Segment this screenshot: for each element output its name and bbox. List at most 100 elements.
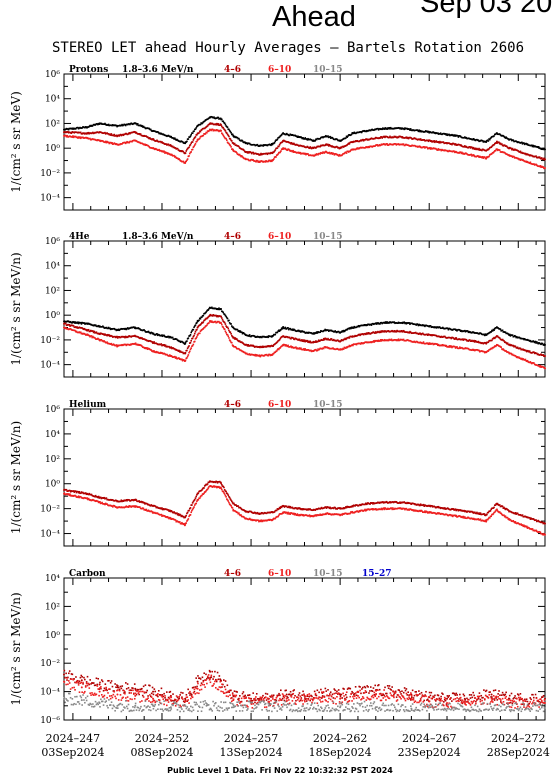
data-point [221,323,223,326]
data-point [491,330,494,332]
data-point [467,146,470,149]
data-point [250,151,252,154]
data-point [181,141,184,143]
data-point [265,353,268,356]
data-point [433,140,435,142]
data-point [191,337,194,340]
data-point [379,340,381,342]
data-point [511,334,514,336]
data-point [460,329,463,332]
data-point [521,151,523,154]
data-point [204,312,207,314]
data-point [92,131,94,134]
data-point [493,327,496,330]
y-tick-label: 10⁴ [45,95,60,105]
data-point [208,130,210,132]
data-point [196,140,198,143]
data-point [174,138,177,141]
series-point [495,132,498,135]
data-point [279,507,282,510]
data-point [226,333,229,336]
data-point [378,331,381,334]
data-point [460,152,463,155]
series-point [383,127,386,130]
data-point [428,131,431,134]
data-point [176,338,178,341]
series-point [219,117,222,120]
series-point [419,332,422,335]
data-point [498,337,501,339]
data-point [364,333,367,336]
series-point [209,128,212,131]
data-point [236,136,239,139]
y-tick-label: 10² [45,286,60,296]
data-point [124,336,126,339]
data-point [262,145,264,147]
series-point [152,138,155,141]
data-point [226,326,229,329]
data-point [348,143,351,145]
data-point [280,150,282,152]
data-point [137,327,140,329]
data-point [454,135,456,137]
data-point [346,328,349,331]
data-point [518,158,521,160]
series-point [508,138,511,141]
data-point [77,321,79,323]
data-point [352,132,355,135]
series-point [324,143,327,146]
data-point [529,339,532,342]
data-point [362,139,365,142]
data-point [119,133,122,136]
data-point [518,356,520,359]
y-tick-label: 10² [45,119,60,129]
data-point [253,345,255,348]
series-point [152,147,155,150]
series-point [169,136,172,139]
data-point [528,350,531,352]
data-point [172,137,175,139]
data-point [456,346,458,348]
data-point [77,322,80,325]
data-point [288,506,291,509]
series-point [454,134,457,137]
data-point [270,159,272,162]
series-point [282,335,285,338]
data-point [246,345,249,347]
data-point [481,155,484,158]
data-point [534,340,537,343]
data-point [192,335,195,338]
data-point [87,493,90,496]
data-point [273,141,276,144]
data-point [238,145,240,148]
data-point [504,137,507,139]
series-point [495,148,498,151]
data-point [201,489,203,491]
data-point [310,147,313,150]
y-tick-label: 10⁰ [45,311,60,321]
data-point [538,146,540,148]
series-point [401,127,404,130]
data-point [102,325,104,328]
data-point [279,337,282,340]
data-point [118,135,121,137]
series-point [282,139,285,142]
data-point [245,151,248,153]
y-tick-label: 10⁶ [45,237,60,247]
data-point [97,495,100,498]
data-point [440,149,443,152]
data-point [228,142,230,145]
data-point [491,145,493,148]
data-point [422,341,425,343]
series-point [209,122,212,125]
data-point [178,159,181,161]
data-point [280,328,282,331]
series-point [116,134,119,137]
data-point [228,339,231,341]
data-point [194,136,197,138]
data-point [525,349,527,352]
data-point [226,139,228,141]
data-point [478,349,480,352]
data-point [519,150,522,153]
